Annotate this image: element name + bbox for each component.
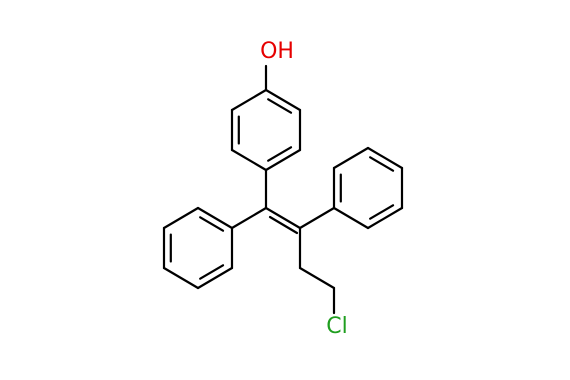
bond [268, 215, 299, 235]
bond [298, 266, 336, 290]
bond [230, 206, 268, 230]
bond [162, 266, 200, 290]
bond [332, 146, 370, 170]
bond [369, 204, 395, 220]
bond [230, 148, 268, 172]
bond [366, 146, 404, 170]
bond [264, 148, 302, 172]
bond [332, 206, 370, 230]
bond [196, 266, 234, 290]
bond [264, 206, 302, 230]
bond [264, 88, 302, 112]
bond [199, 264, 225, 280]
bond [162, 206, 200, 230]
bonds [162, 64, 404, 315]
atom-label: Cl [326, 314, 347, 339]
bond [267, 98, 293, 114]
bond [199, 216, 225, 232]
bond [369, 156, 395, 172]
bond [267, 146, 293, 162]
bond [298, 206, 336, 230]
bond [366, 206, 404, 230]
bond [230, 88, 268, 112]
bond [196, 206, 234, 230]
atom-label: OH [260, 39, 294, 64]
